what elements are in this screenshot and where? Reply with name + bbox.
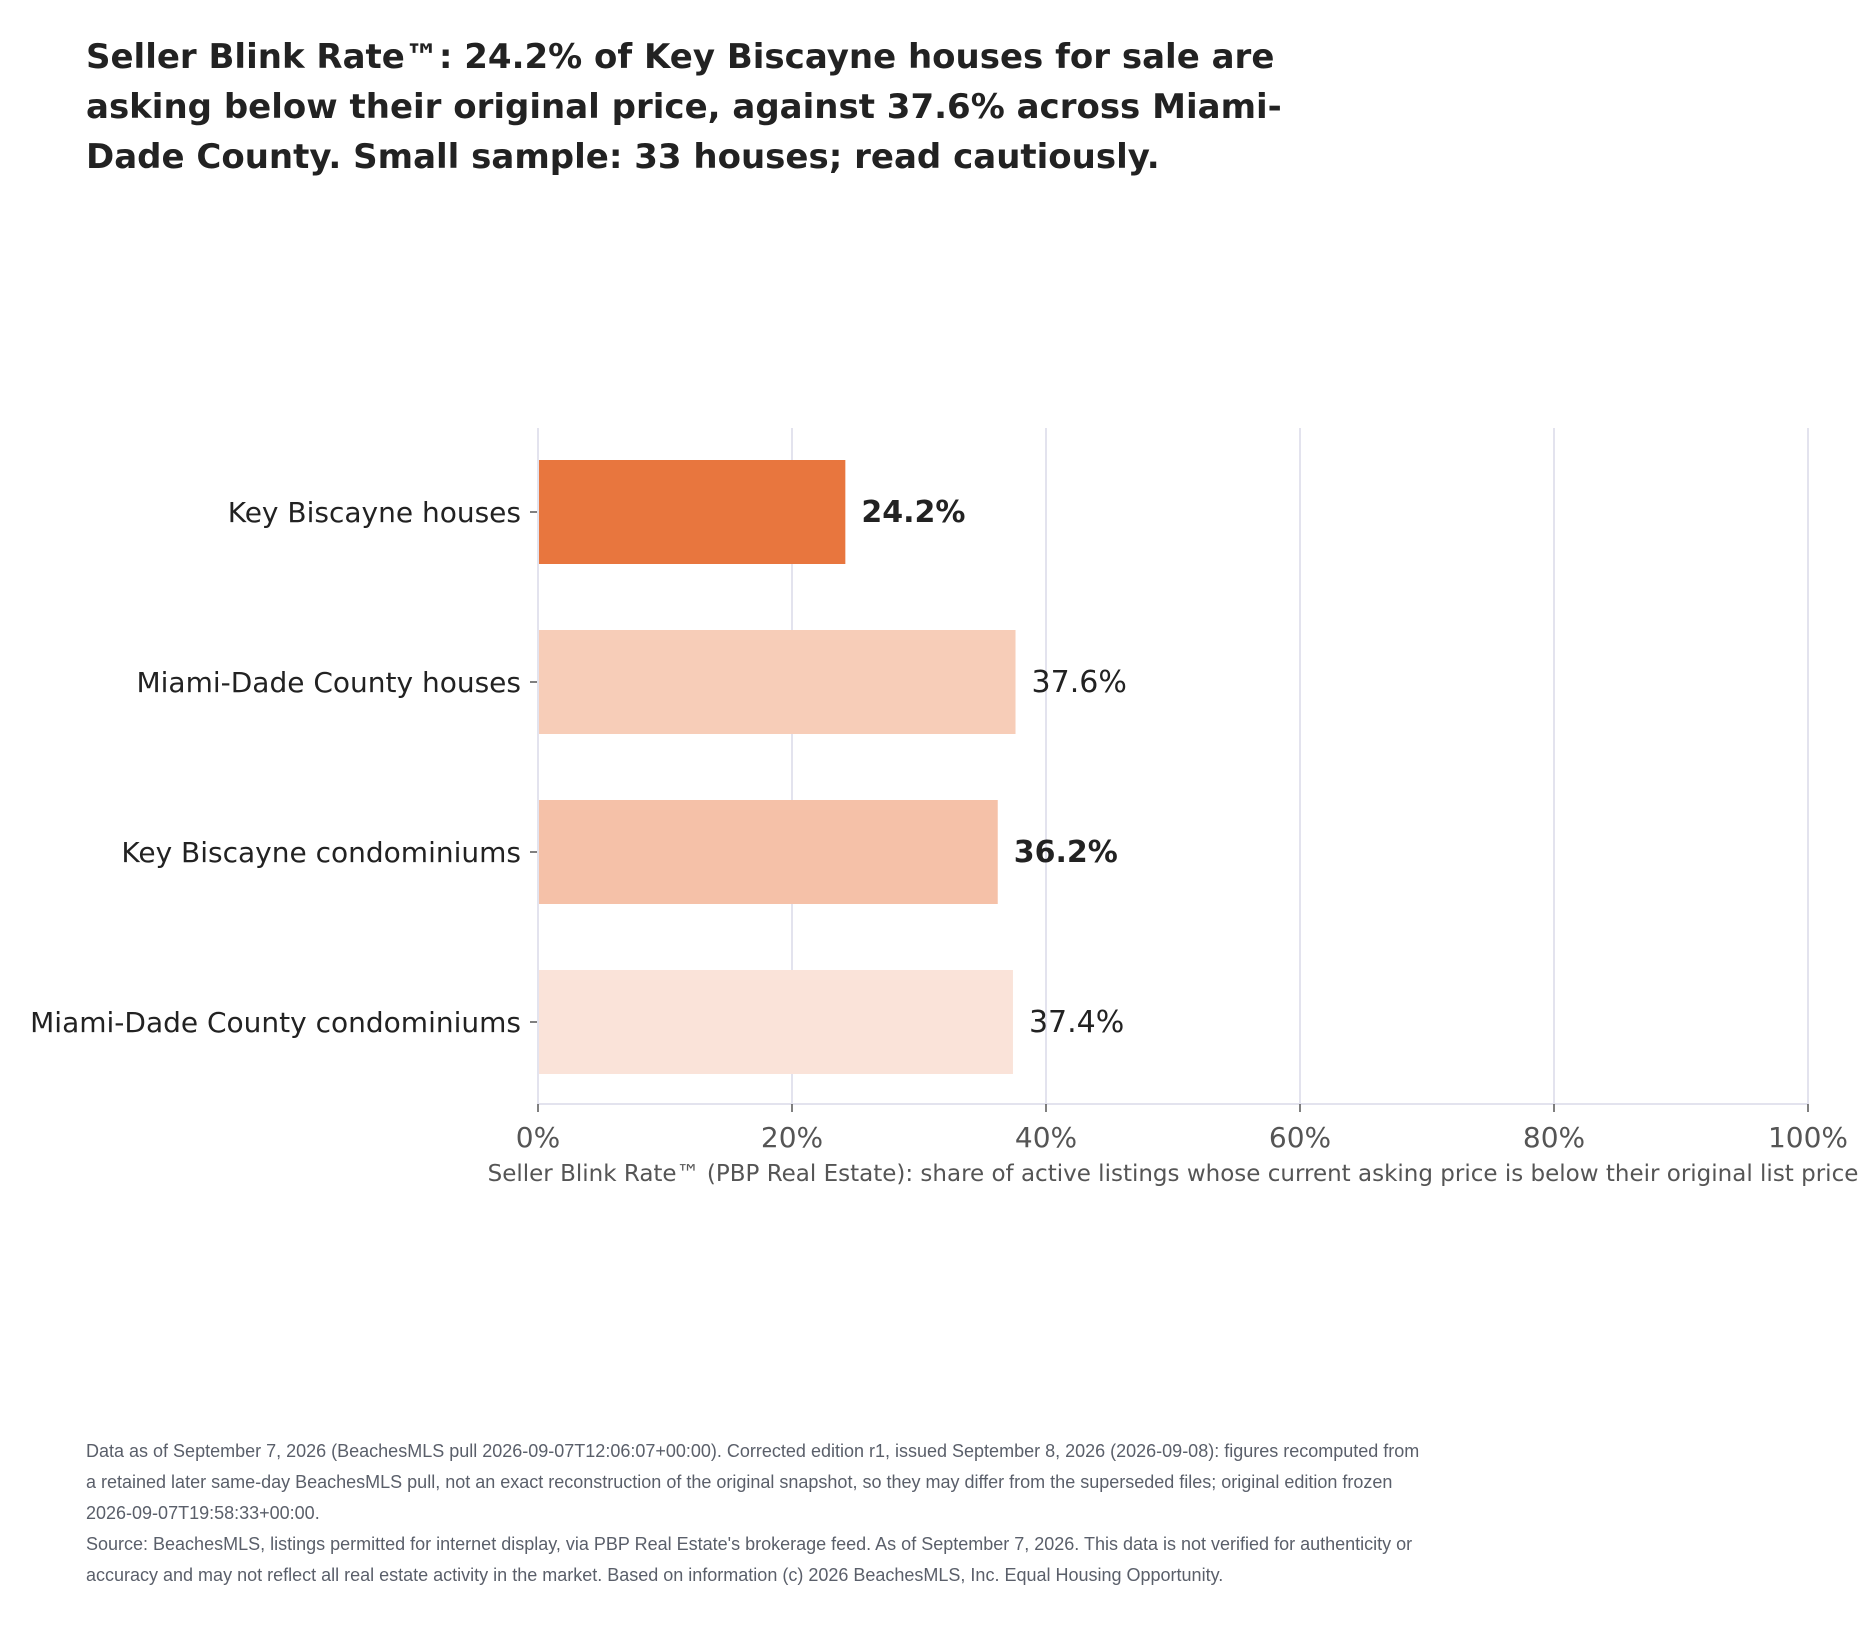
bar-3 [538, 800, 998, 904]
x-tick-label: 40% [1015, 1121, 1077, 1154]
x-tick-label: 80% [1523, 1121, 1585, 1154]
footnote-data-note: Data as of September 7, 2026 (BeachesMLS… [86, 1441, 1420, 1523]
value-label-2: 37.6% [1032, 665, 1127, 700]
value-label-4: 37.4% [1029, 1005, 1124, 1040]
x-tick-label: 0% [516, 1121, 560, 1154]
x-tick-label: 100% [1768, 1121, 1848, 1154]
value-label-3: 36.2% [1014, 835, 1118, 870]
category-label-1: Key Biscayne houses [228, 496, 521, 529]
bar-4 [538, 970, 1013, 1074]
category-label-4: Miami-Dade County condominiums [30, 1006, 521, 1039]
value-label-1: 24.2% [861, 495, 965, 530]
chart-title: Seller Blink Rate™: 24.2% of Key Biscayn… [86, 37, 1282, 177]
category-label-2: Miami-Dade County houses [136, 666, 521, 699]
category-label-3: Key Biscayne condominiums [121, 836, 521, 869]
bar-2 [538, 630, 1016, 734]
value-labels: 24.2% 37.6% 36.2% 37.4% [861, 495, 1126, 1040]
x-axis: 0% 20% 40% 60% 80% 100% [516, 428, 1848, 1154]
x-tick-label: 60% [1269, 1121, 1331, 1154]
category-labels: Key Biscayne houses Miami-Dade County hou… [30, 496, 538, 1039]
bar-1 [538, 460, 846, 564]
bar-chart: 24.2% 37.6% 36.2% 37.4% Key Biscayne houses… [30, 428, 1859, 1187]
footnote-source-note: Source: BeachesMLS, listings permitted f… [86, 1534, 1413, 1585]
bars [538, 460, 1016, 1074]
footnote: Data as of September 7, 2026 (BeachesMLS… [86, 1436, 1426, 1591]
x-axis-title: Seller Blink Rate™ (PBP Real Estate): sh… [488, 1161, 1859, 1187]
x-tick-label: 20% [761, 1121, 823, 1154]
